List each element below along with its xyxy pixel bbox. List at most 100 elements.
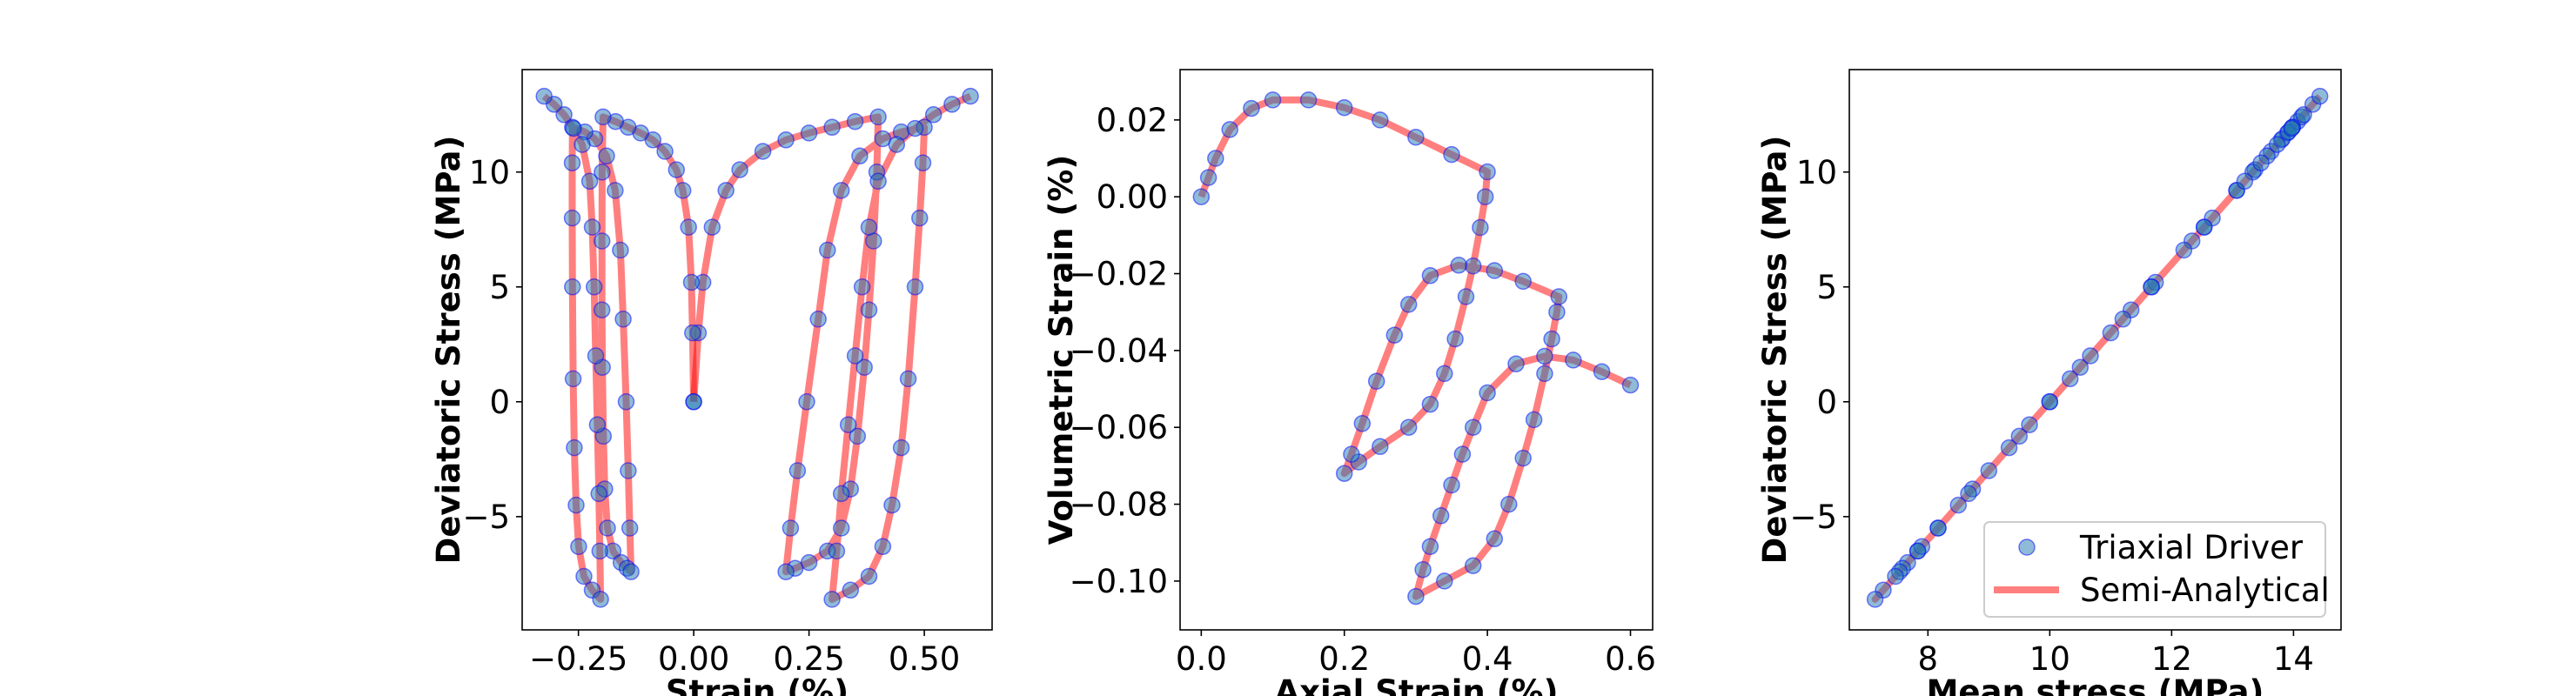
legend-entry-analytical: Semi-Analytical <box>2080 572 2330 609</box>
semi-analytical-line <box>1197 96 1633 600</box>
triaxial-driver-point <box>590 485 607 503</box>
triaxial-driver-point <box>565 119 582 137</box>
triaxial-driver-point <box>846 112 864 130</box>
triaxial-driver-point <box>1443 476 1460 494</box>
triaxial-driver-point <box>620 462 637 479</box>
triaxial-driver-point <box>853 278 871 296</box>
triaxial-driver-point <box>1929 519 1947 537</box>
triaxial-driver-point <box>869 172 887 191</box>
y-axis-label: Deviatoric Stress (MPa) <box>430 136 467 565</box>
volumetric-strain-plot: 0.0 0.2 0.4 0.6 −0.10 −0.08 −0.06 −0.04 −0.02 0.0… <box>1043 69 1656 696</box>
legend-entry-driver: Triaxial Driver <box>2079 529 2304 566</box>
triaxial-driver-point <box>1565 351 1582 369</box>
triaxial-driver-point <box>823 118 841 137</box>
x-tick-label: 0.50 <box>889 640 960 678</box>
triaxial-driver-point <box>585 278 603 296</box>
triaxial-driver-point <box>535 87 553 105</box>
triaxial-driver-point <box>1514 272 1532 291</box>
triaxial-driver-point <box>1464 257 1482 275</box>
triaxial-driver-point <box>860 567 878 586</box>
plot-area <box>1192 91 1640 606</box>
triaxial-driver-point <box>598 147 615 165</box>
y-tick-label: 10 <box>469 154 510 191</box>
triaxial-driver-point <box>1486 262 1504 279</box>
triaxial-driver-point <box>1421 538 1439 555</box>
triaxial-driver-point <box>703 218 721 236</box>
triaxial-driver-point <box>1372 111 1389 129</box>
triaxial-driver-point <box>809 311 827 328</box>
triaxial-driver-point <box>883 496 901 514</box>
triaxial-driver-point <box>1887 567 1904 586</box>
triaxial-driver-point <box>1399 296 1418 313</box>
triaxial-driver-point <box>1486 530 1504 548</box>
y-axis-label: Volumetric Strain (%) <box>1043 155 1080 545</box>
triaxial-driver-point <box>832 519 850 537</box>
triaxial-driver-point <box>2195 218 2213 236</box>
triaxial-driver-point <box>906 278 924 296</box>
triaxial-driver-point <box>823 591 841 608</box>
triaxial-driver-point <box>911 209 929 227</box>
triaxial-driver-point <box>846 347 864 365</box>
triaxial-driver-point <box>1472 218 1489 237</box>
x-tick-label: 8 <box>1918 640 1939 678</box>
triaxial-driver-point <box>656 143 674 160</box>
triaxial-driver-point <box>892 438 910 457</box>
triaxial-driver-point <box>621 519 639 537</box>
triaxial-driver-point <box>777 563 795 580</box>
x-tick-label: 14 <box>2273 640 2314 678</box>
triaxial-driver-point <box>860 301 878 318</box>
triaxial-driver-point <box>1450 257 1467 274</box>
triaxial-driver-point <box>777 131 795 149</box>
triaxial-driver-point <box>1432 507 1450 525</box>
triaxial-driver-point <box>788 462 807 479</box>
triaxial-driver-point <box>1299 91 1318 109</box>
triaxial-driver-point <box>2268 136 2286 153</box>
triaxial-driver-point <box>849 427 867 445</box>
y-tick-label: −0.06 <box>1070 409 1168 446</box>
x-tick-label: 0.6 <box>1605 640 1656 678</box>
y-tick-label: −0.10 <box>1070 563 1168 600</box>
triaxial-driver-point <box>888 136 906 153</box>
triaxial-driver-point <box>1343 445 1360 463</box>
triaxial-driver-point <box>731 161 748 178</box>
triaxial-driver-point <box>2236 172 2254 191</box>
triaxial-driver-point <box>828 542 846 560</box>
triaxial-driver-point <box>1414 560 1432 579</box>
triaxial-driver-point <box>839 416 857 433</box>
triaxial-driver-point <box>1372 438 1389 456</box>
triaxial-driver-point <box>2102 324 2120 342</box>
triaxial-driver-point <box>1476 188 1494 205</box>
x-axis-label: Strain (%) <box>666 673 849 696</box>
triaxial-driver-point <box>1593 363 1611 380</box>
triaxial-driver-point <box>2021 416 2038 433</box>
triaxial-driver-point <box>1399 418 1418 436</box>
triaxial-driver-point <box>1536 347 1553 365</box>
x-tick-label: 0.0 <box>1176 640 1227 678</box>
triaxial-driver-point <box>674 182 692 199</box>
triaxial-driver-point <box>1353 415 1372 432</box>
triaxial-driver-point <box>617 393 635 411</box>
triaxial-driver-point <box>1960 485 1977 503</box>
triaxial-driver-point <box>1464 557 1482 574</box>
triaxial-driver-point <box>832 485 850 503</box>
triaxial-driver-point <box>1221 121 1238 138</box>
triaxial-driver-point <box>914 154 932 171</box>
triaxial-driver-point <box>924 106 943 124</box>
triaxial-driver-point <box>2061 370 2079 388</box>
y-tick-label: −5 <box>1789 499 1837 536</box>
x-axis-label: Mean stress (MPa) <box>1927 673 2264 696</box>
y-tick-label: −5 <box>462 499 510 536</box>
x-tick-label: 0.25 <box>773 640 844 678</box>
axes-frame <box>1848 69 2342 631</box>
triaxial-driver-point <box>874 538 892 555</box>
triaxial-driver-point <box>2114 311 2132 328</box>
triaxial-driver-point <box>1479 384 1496 402</box>
triaxial-driver-point <box>1457 288 1475 305</box>
triaxial-driver-point <box>1453 445 1472 463</box>
triaxial-driver-point <box>1436 365 1453 383</box>
triaxial-driver-point <box>2311 87 2329 105</box>
triaxial-driver-point <box>563 154 581 171</box>
triaxial-driver-point <box>1507 355 1525 373</box>
plot-area <box>1866 87 2329 608</box>
